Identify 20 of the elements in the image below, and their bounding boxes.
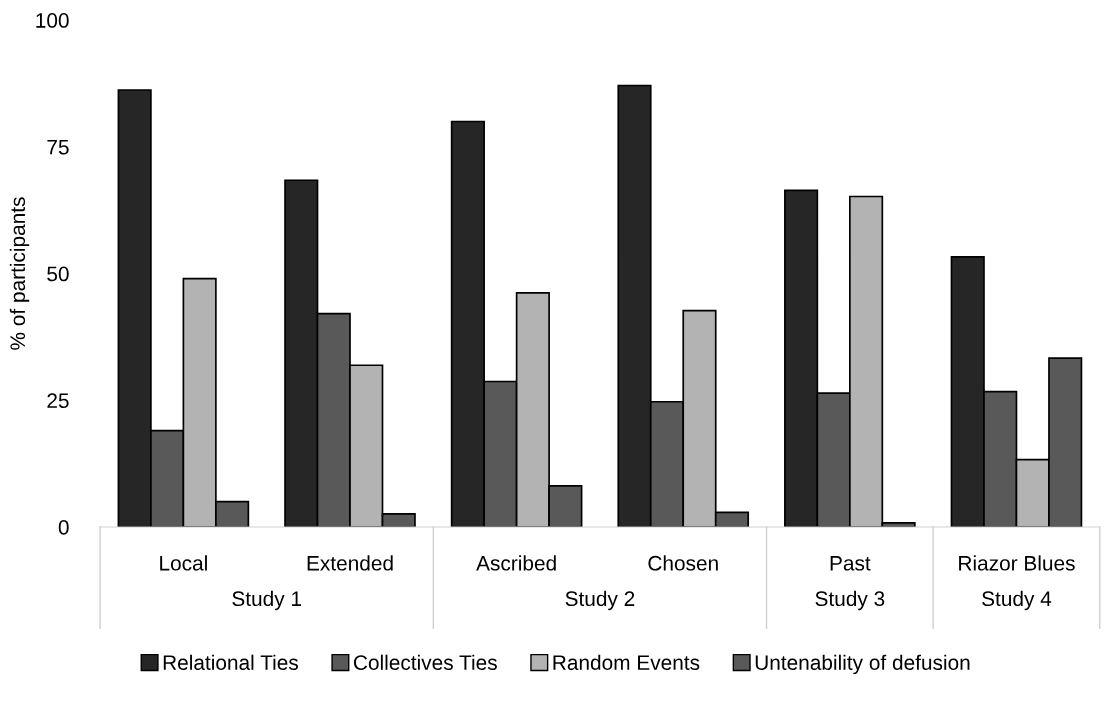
legend-label: Relational Ties (163, 654, 298, 670)
x-tick-label: Past (830, 556, 871, 571)
y-tick-label: 100 (36, 13, 69, 28)
x-tick-label: Local (160, 555, 207, 571)
text: Study 2 (565, 590, 635, 611)
text: Study 3 (815, 590, 885, 611)
legend-label: Random Events (553, 654, 700, 670)
y-axis-title: % of participants (9, 197, 30, 350)
legend-label: Untenability of defusion (755, 654, 970, 675)
x-tick-label: Extended (307, 555, 393, 571)
y-tick-label: 75 (47, 140, 69, 155)
x-tick-label: Chosen (648, 555, 718, 571)
text: Study 4 (982, 590, 1052, 611)
legend-label: Collectives Ties (353, 654, 497, 670)
y-tick-label: 50 (47, 266, 69, 282)
y-tick-label: 25 (47, 393, 69, 409)
text: Study 1 (232, 590, 301, 611)
y-tick-label: 0 (58, 520, 69, 535)
x-tick-label: Riazor Blues (959, 555, 1075, 571)
x-tick-label: Ascribed (476, 555, 556, 571)
